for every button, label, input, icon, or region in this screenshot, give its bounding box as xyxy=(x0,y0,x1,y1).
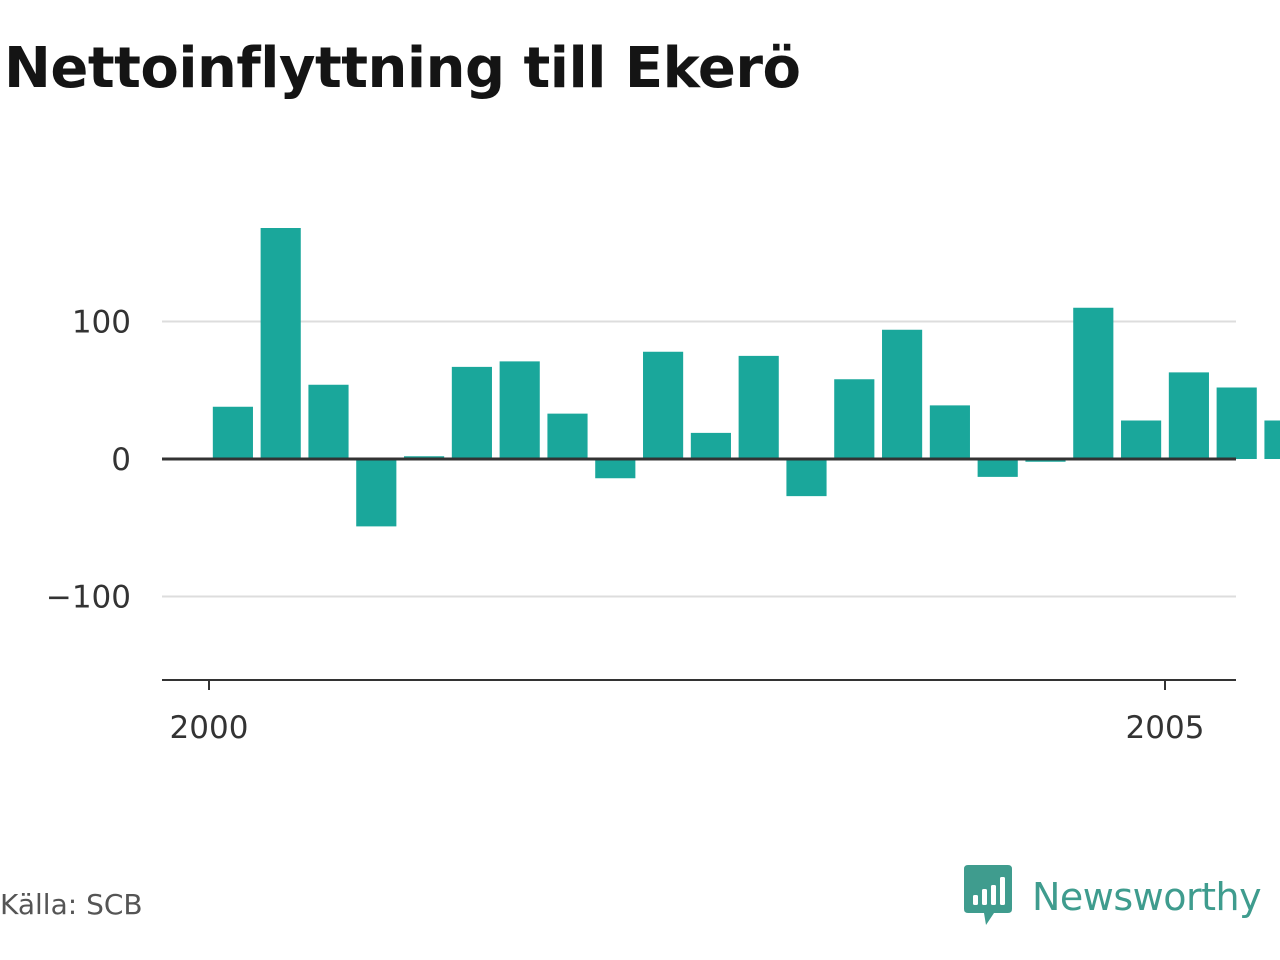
bar xyxy=(1216,387,1257,459)
bar xyxy=(212,406,253,459)
newsworthy-logo-icon xyxy=(964,865,1012,925)
bar xyxy=(595,459,636,479)
source-note: Källa: SCB xyxy=(0,888,143,921)
bars xyxy=(212,228,1280,527)
bar xyxy=(260,228,301,459)
y-tick-label: 100 xyxy=(72,305,131,341)
brand: Newsworthy xyxy=(964,864,1262,930)
bar xyxy=(834,379,875,459)
bar xyxy=(308,384,349,459)
bar xyxy=(1073,307,1114,459)
y-tick-label: 0 xyxy=(111,442,131,478)
x-tick-label: 2005 xyxy=(1126,710,1205,746)
axes xyxy=(162,457,1236,690)
bar xyxy=(690,432,731,460)
bar xyxy=(643,351,684,459)
bar xyxy=(786,459,827,497)
chart-title: Nettoinflyttning till Ekerö xyxy=(4,36,801,101)
bar xyxy=(1121,420,1162,459)
x-tick-label: 2000 xyxy=(170,710,249,746)
bar xyxy=(356,459,397,527)
bar-chart: 2000200520102015202020251000−100 xyxy=(46,228,1280,747)
bar xyxy=(451,366,492,460)
tick-labels: 2000200520102015202020251000−100 xyxy=(46,305,1205,747)
bar xyxy=(738,355,779,460)
bar xyxy=(977,459,1018,477)
bar xyxy=(499,361,540,460)
bar xyxy=(882,329,923,459)
gridlines xyxy=(162,320,1236,598)
bar xyxy=(547,413,588,460)
bar xyxy=(1168,372,1209,460)
bar xyxy=(1264,420,1280,459)
bar xyxy=(929,405,970,460)
y-tick-label: −100 xyxy=(46,580,131,616)
brand-name: Newsworthy xyxy=(1032,875,1262,919)
